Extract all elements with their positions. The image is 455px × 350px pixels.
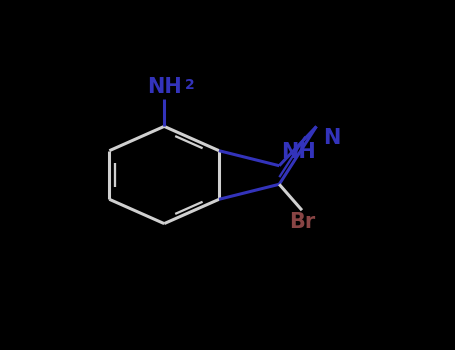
Text: NH: NH bbox=[282, 142, 316, 162]
Text: N: N bbox=[323, 128, 341, 148]
Text: 2: 2 bbox=[185, 78, 194, 92]
Text: Br: Br bbox=[289, 212, 315, 232]
Text: NH: NH bbox=[147, 77, 182, 97]
